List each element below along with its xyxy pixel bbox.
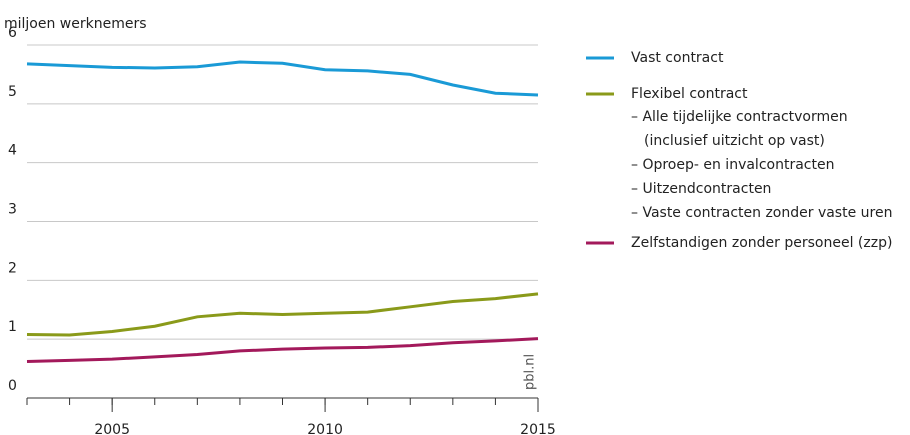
legend-subitem: (inclusief uitzicht op vast) bbox=[644, 133, 825, 149]
y-tick-label: 0 bbox=[8, 378, 17, 394]
y-tick-label: 6 bbox=[8, 25, 17, 41]
legend-subitem: – Oproep- en invalcontracten bbox=[631, 157, 834, 173]
y-tick-label: 1 bbox=[8, 319, 17, 335]
series-line bbox=[26, 60, 539, 97]
series-line bbox=[26, 337, 539, 364]
y-tick-label: 5 bbox=[8, 84, 17, 100]
source-label: pbl.nl bbox=[523, 354, 538, 390]
x-tick-label: 2010 bbox=[307, 422, 343, 435]
legend-label: Flexibel contract bbox=[631, 86, 748, 102]
x-tick-label: 2005 bbox=[94, 422, 130, 435]
legend-subitem: – Vaste contracten zonder vaste uren bbox=[631, 205, 892, 221]
legend-label: Zelfstandigen zonder personeel (zzp) bbox=[631, 235, 892, 251]
y-tick-label: 4 bbox=[8, 143, 17, 159]
legend-label: Vast contract bbox=[631, 50, 724, 66]
y-tick-label: 3 bbox=[8, 202, 17, 218]
legend-subitem: – Uitzendcontracten bbox=[631, 181, 771, 197]
legend-subitem: – Alle tijdelijke contractvormen bbox=[631, 109, 848, 125]
y-axis-label: miljoen werknemers bbox=[4, 16, 147, 32]
y-tick-label: 2 bbox=[8, 260, 17, 276]
x-tick-label: 2015 bbox=[520, 422, 556, 435]
series-line bbox=[26, 292, 539, 337]
